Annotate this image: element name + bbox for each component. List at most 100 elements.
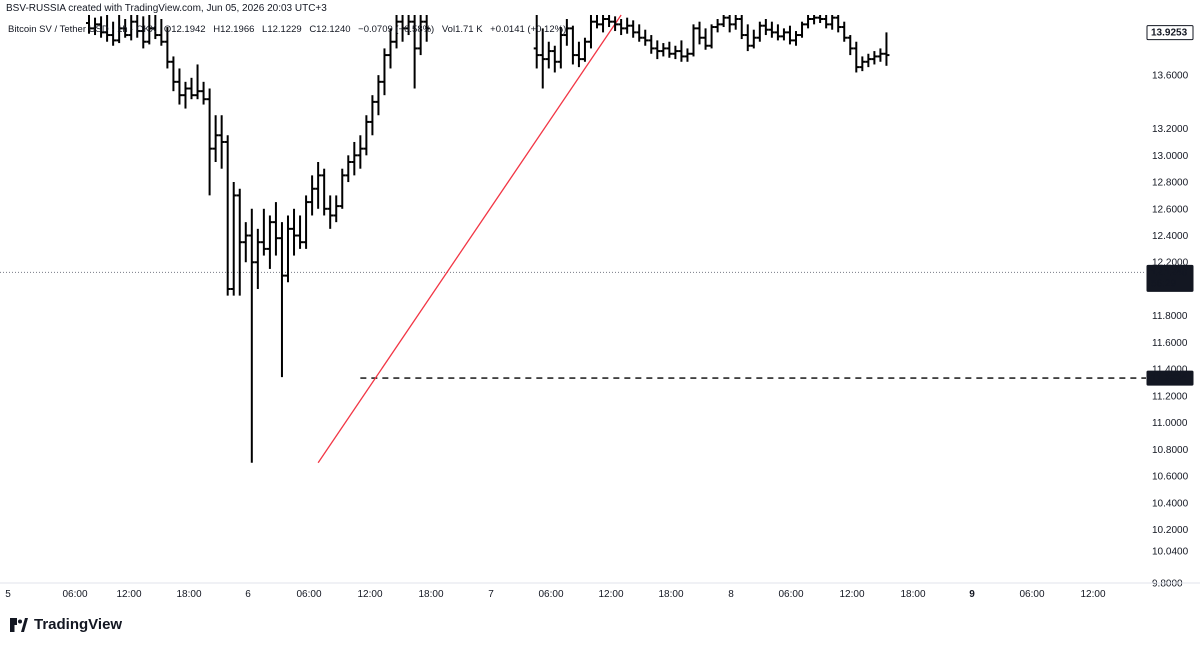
ohlc-bar (260, 208, 267, 256)
ohlc-bar (690, 24, 697, 57)
ohlc-bar (92, 17, 99, 36)
ohlc-bar (774, 24, 781, 41)
ohlc-bar (642, 29, 649, 46)
legend-symbol: Bitcoin SV / Tether USD · 1h · OKX (8, 24, 157, 35)
x-tick-label: 06:00 (296, 589, 321, 600)
y-tick-label: 10.4000 (1152, 498, 1189, 509)
legend-close: C12.1240 (309, 24, 351, 35)
level-price-label-text: 11.3334 (1151, 373, 1187, 384)
ohlc-bar (696, 21, 703, 45)
y-tick-label: 11.2000 (1152, 391, 1188, 402)
tradingview-logo-text: TradingView (34, 616, 123, 633)
ohlc-bar (266, 215, 273, 269)
ohlc-bar (702, 28, 709, 50)
ohlc-bar (375, 75, 382, 116)
ohlc-bar (303, 195, 310, 249)
ohlc-bar (859, 56, 866, 72)
ohlc-bar (357, 135, 364, 169)
top-price-label: 13.9253 (1146, 25, 1194, 41)
tradingview-logo-icon (10, 617, 28, 632)
ohlc-bar (847, 35, 854, 56)
ohlc-bar (811, 15, 818, 25)
ohlc-bar (110, 21, 117, 46)
y-tick-label: 12.8000 (1152, 178, 1189, 189)
tradingview-logo[interactable]: TradingView (8, 616, 122, 633)
x-tick-label: 12:00 (1080, 589, 1105, 600)
x-tick-label: 18:00 (176, 589, 201, 600)
legend-change: −0.0709 (−0.58%) (358, 24, 435, 35)
y-tick-label: 13.2000 (1152, 124, 1189, 135)
ohlc-bar (339, 168, 346, 209)
ohlc-bar (612, 16, 619, 32)
y-tick-label: 10.2000 (1152, 525, 1189, 536)
ohlc-bar (363, 115, 370, 156)
ohlc-bar (170, 56, 177, 92)
ohlc-bar (104, 15, 111, 42)
last-price-label-text: 56:29 (1151, 278, 1176, 289)
ohlc-bar (786, 25, 793, 45)
legend-high: H12.1966 (213, 24, 255, 35)
x-tick-label: 8 (728, 589, 734, 600)
ohlc-bar (405, 15, 412, 36)
y-tick-label: 11.4000 (1152, 365, 1188, 376)
ohlc-bar (768, 21, 775, 38)
ohlc-bar (817, 15, 824, 24)
ohlc-bar (206, 88, 213, 196)
ohlc-bar (158, 19, 165, 46)
ohlc-bar (272, 202, 279, 256)
ohlc-bar (678, 40, 685, 62)
ohlc-bar (539, 28, 546, 89)
ohlc-bar (369, 95, 376, 136)
y-tick-label: 11.0000 (1152, 418, 1188, 429)
ohlc-bar (841, 21, 848, 42)
ohlc-bar (569, 25, 576, 65)
legend-open: O12.1942 (163, 24, 206, 35)
ohlc-bar (212, 115, 219, 163)
trend-line[interactable] (317, 14, 622, 464)
ohlc-legend: Bitcoin SV / Tether USD · 1h · OKX O12.1… (8, 24, 571, 35)
ohlc-bar (714, 19, 721, 33)
ohlc-bar (254, 228, 261, 289)
ohlc-bar (146, 15, 153, 45)
ohlc-bar (399, 15, 406, 42)
ohlc-bar (563, 19, 570, 46)
ohlc-bar (381, 48, 388, 96)
ohlc-bar (732, 15, 739, 30)
ohlc-bar (557, 27, 564, 69)
ohlc-bar (284, 215, 291, 283)
ohlc-bar (86, 15, 92, 34)
ohlc-bar (128, 15, 135, 41)
ohlc-bar (327, 195, 334, 229)
ohlc-bar (182, 81, 189, 109)
ohlc-bar (345, 155, 352, 183)
ohlc-bar (291, 208, 298, 256)
ohlc-bar (351, 141, 358, 176)
ohlc-bar (877, 48, 884, 62)
ohlc-bar (708, 24, 715, 49)
ohlc-bar (865, 53, 872, 68)
legend-low: L12.1229 (262, 24, 302, 35)
ohlc-bar (176, 68, 183, 105)
top-price-label-text: 13.9253 (1151, 28, 1188, 39)
y-tick-label: 10.8000 (1152, 445, 1189, 456)
ohlc-bar (152, 15, 159, 40)
x-tick-label: 9 (969, 589, 975, 600)
ohlc-bar (224, 135, 231, 296)
ohlc-bar (684, 48, 691, 62)
x-tick-label: 18:00 (418, 589, 443, 600)
x-tick-label: 18:00 (900, 589, 925, 600)
ohlc-bar (587, 15, 594, 49)
ohlc-bar (278, 222, 285, 378)
ohlc-bar (594, 15, 601, 29)
ohlc-bar (134, 15, 141, 38)
x-tick-label: 06:00 (538, 589, 563, 600)
ohlc-bar (726, 15, 733, 33)
x-tick-label: 12:00 (839, 589, 864, 600)
ohlc-bar (140, 16, 147, 49)
x-tick-label: 06:00 (778, 589, 803, 600)
x-tick-label: 6 (245, 589, 251, 600)
ohlc-bar (188, 77, 195, 100)
ohlc-bar (829, 15, 836, 30)
x-tick-label: 06:00 (62, 589, 87, 600)
